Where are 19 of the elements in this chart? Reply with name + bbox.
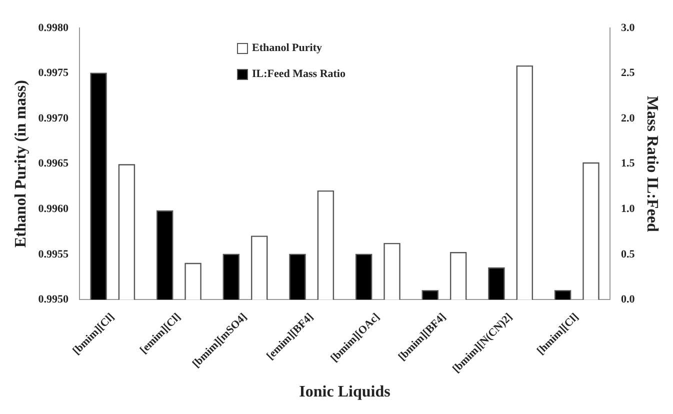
y2-tick-label: 2.5 [621,67,636,80]
y2-tick-label: 2.0 [621,112,636,124]
y2-tick-label: 1.0 [621,203,636,216]
y2-tick-label: 0.0 [621,294,636,306]
x-axis-title: Ionic Liquids [299,384,390,401]
y-tick-label: 0.9955 [38,248,69,260]
y-tick-label: 0.9975 [38,67,69,80]
y2-tick-label: 1.5 [621,158,636,170]
legend-label: Ethanol Purity [252,42,322,54]
y2-axis-title: Mass Ratio IL:Feed [643,96,660,232]
legend-label: IL:Feed Mass Ratio [252,68,346,80]
y-tick-label: 0.9980 [38,22,69,34]
y-tick-label: 0.9950 [38,294,69,306]
y2-tick-label: 0.5 [621,248,636,260]
y-axis-title: Ethanol Purity (in mass) [12,80,30,248]
y-tick-label: 0.9960 [38,203,69,216]
y-tick-label: 0.9970 [38,112,69,124]
y-tick-label: 0.9965 [38,158,69,170]
y2-tick-label: 3.0 [621,22,636,34]
